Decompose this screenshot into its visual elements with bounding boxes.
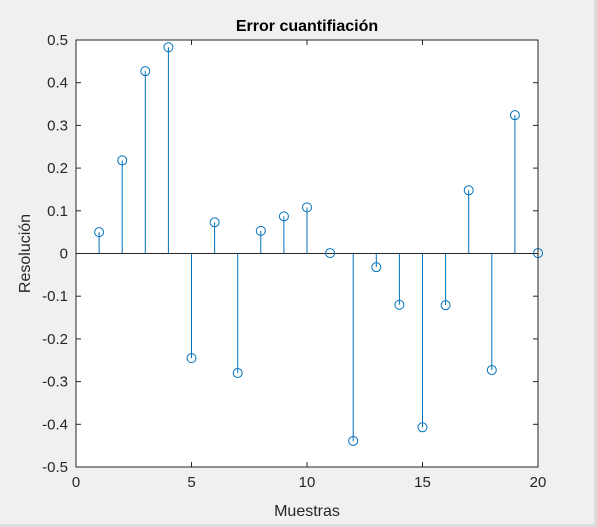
stem-marker: [302, 202, 312, 213]
stem-marker: [278, 211, 289, 222]
stem-marker: [255, 225, 266, 236]
x-axis-ticks: 0 5 10 15 20: [72, 40, 547, 491]
y-tick-label: 0.3: [47, 117, 68, 134]
stem-series: [76, 42, 543, 446]
y-tick-label: 0.4: [47, 75, 68, 92]
x-axis-label: Muestras: [274, 503, 340, 520]
stem-marker: [94, 227, 105, 238]
stem-marker: [463, 185, 474, 196]
stem-marker: [486, 365, 497, 376]
stem-marker: [509, 110, 520, 121]
x-tick-label: 15: [414, 474, 431, 491]
stem-marker: [140, 66, 151, 77]
y-tick-label: -0.5: [42, 459, 68, 476]
stem-marker: [417, 422, 428, 433]
stem-marker: [348, 435, 359, 446]
chart-title: Error cuantifiación: [236, 18, 378, 35]
stem-marker: [371, 262, 382, 273]
y-tick-label: 0.1: [47, 203, 68, 220]
y-tick-label: 0.2: [47, 160, 68, 177]
x-tick-label: 0: [72, 474, 80, 491]
y-tick-label: 0.5: [47, 32, 68, 49]
figure-frame-bottom-edge: [0, 524, 597, 527]
y-axis-ticks: 0.5 0.4 0.3 0.2 0.1 0 -0.1 -0.2 -0.3 -0.4 -0.5: [42, 32, 538, 476]
y-tick-label: 0: [60, 246, 68, 263]
y-axis-label: Resolución: [17, 214, 34, 293]
stem-marker: [232, 368, 243, 379]
stem-marker: [163, 42, 174, 53]
stem-marker: [209, 217, 220, 228]
stem-marker: [394, 299, 405, 310]
y-tick-label: -0.1: [42, 288, 68, 305]
x-tick-label: 20: [530, 474, 547, 491]
stem-marker: [186, 353, 197, 364]
stem-marker: [117, 155, 128, 166]
y-tick-label: -0.4: [42, 416, 68, 433]
y-tick-label: -0.3: [42, 374, 68, 391]
stem-marker: [440, 300, 451, 311]
x-tick-label: 10: [299, 474, 316, 491]
stem-marker: [325, 248, 336, 259]
x-tick-label: 5: [187, 474, 195, 491]
y-tick-label: -0.2: [42, 331, 68, 348]
figure-frame-right-edge: [594, 0, 597, 527]
